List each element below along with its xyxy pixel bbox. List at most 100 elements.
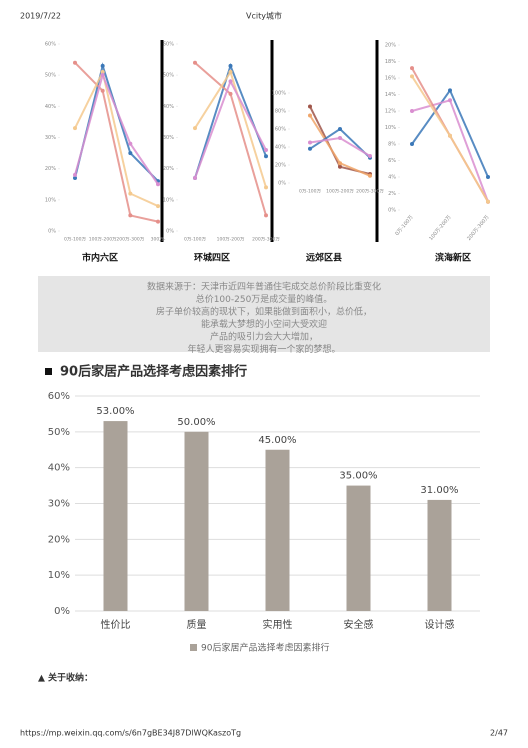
y-tick-label: 2%: [388, 191, 396, 197]
y-tick-label: 10%: [385, 125, 396, 131]
point: [308, 104, 312, 109]
point: [410, 66, 414, 71]
y-tick-label: 60%: [45, 42, 56, 48]
y-tick-label: 6%: [388, 158, 396, 164]
x-tick-label: 0万-100万: [184, 237, 207, 243]
print-title: Vcity城市: [246, 11, 282, 21]
y-tick-label: 20%: [163, 166, 174, 172]
note-line: 产品的吸引力会大大增加，: [210, 331, 318, 343]
point: [368, 173, 372, 178]
note-line: 能承载大梦想的小空间大受欢迎: [201, 318, 327, 330]
point: [193, 176, 197, 181]
point: [100, 73, 105, 78]
x-tick-label: 100万-200万: [326, 189, 354, 195]
y-tick-label: 60%: [275, 127, 286, 133]
x-tick-label: 200万-300万: [356, 189, 384, 195]
y-tick-label: 30%: [48, 499, 70, 510]
x-tick-label: 300万-: [151, 237, 166, 243]
y-tick-label: 60%: [48, 391, 70, 402]
y-tick-label: 16%: [385, 76, 396, 82]
y-tick-label: 50%: [45, 73, 56, 79]
point: [448, 88, 452, 93]
y-tick-label: 30%: [163, 135, 174, 141]
bar: [103, 421, 128, 611]
y-tick-label: 10%: [45, 197, 56, 203]
point: [193, 126, 197, 131]
y-tick-label: 50%: [163, 73, 174, 79]
y-tick-label: 100%: [272, 91, 287, 97]
x-tick-label: 0万-100万: [64, 237, 87, 243]
point: [308, 140, 312, 145]
note-line: 数据来源于：天津市近四年普通住宅成交总价阶段比重变化: [147, 281, 381, 293]
y-tick-label: 10%: [48, 570, 70, 581]
note-line: 房子单价较高的现状下，如果能做到面积小，总价低，: [156, 306, 372, 318]
point: [264, 213, 268, 218]
y-tick-label: 40%: [48, 463, 70, 474]
point: [486, 199, 490, 204]
point: [193, 60, 197, 65]
point: [486, 175, 490, 179]
point: [410, 109, 414, 113]
point: [228, 79, 233, 84]
bar: [346, 485, 371, 611]
x-tick-label: 0万-100万: [299, 189, 322, 195]
point: [128, 213, 133, 218]
y-tick-label: 0%: [48, 229, 56, 235]
y-tick-label: 30%: [45, 135, 56, 141]
point: [448, 133, 452, 138]
y-tick-label: 20%: [48, 534, 70, 545]
point: [448, 98, 452, 103]
point: [100, 88, 105, 93]
x-tick-label: 质量: [187, 619, 207, 631]
y-tick-label: 4%: [388, 175, 396, 181]
x-tick-label: 设计感: [425, 618, 455, 631]
value-label: 53.00%: [96, 406, 134, 417]
point: [100, 70, 105, 75]
chart-title: 远郊区县: [306, 252, 342, 264]
y-tick-label: 0%: [166, 229, 174, 235]
y-tick-label: 14%: [385, 92, 396, 98]
line: [74, 69, 159, 207]
y-tick-label: 18%: [385, 59, 396, 65]
point: [128, 191, 133, 196]
bar: [184, 431, 209, 611]
point: [410, 74, 414, 79]
point: [156, 219, 160, 224]
point: [338, 164, 342, 169]
y-tick-label: 40%: [45, 104, 56, 110]
note-line: 年轻人更容易实现拥有一个家的梦想。: [187, 343, 340, 355]
y-tick-label: 40%: [275, 145, 286, 151]
y-tick-label: 0%: [278, 181, 286, 187]
point: [73, 126, 77, 131]
bar: [427, 499, 452, 611]
line: [74, 72, 159, 185]
y-tick-label: 20%: [275, 163, 286, 169]
y-tick-label: 0%: [388, 208, 396, 214]
y-tick-label: 20%: [45, 166, 56, 172]
line: [74, 61, 159, 223]
y-tick-label: 80%: [275, 109, 286, 115]
point: [338, 136, 342, 140]
point: [228, 70, 233, 75]
y-tick-label: 10%: [163, 197, 174, 203]
note-line: 总价100-250万是成交量的峰值。: [196, 293, 333, 305]
point: [228, 91, 233, 96]
point: [410, 142, 414, 146]
footer-url: https://mp.weixin.qq.com/s/6n7gBE34J87Dl…: [20, 729, 241, 738]
x-tick-label: 安全感: [344, 618, 374, 631]
point: [308, 113, 312, 118]
x-tick-label: 100万-200万: [89, 237, 117, 243]
y-tick-label: 40%: [163, 104, 174, 110]
point: [264, 185, 268, 190]
heading-marker: [45, 368, 52, 375]
y-tick-label: 60%: [163, 42, 174, 48]
x-tick-label: 100万-200万: [217, 237, 245, 243]
value-label: 50.00%: [177, 417, 215, 428]
point: [128, 141, 133, 146]
point: [368, 154, 372, 158]
value-label: 45.00%: [258, 435, 296, 446]
y-tick-label: 20%: [385, 43, 396, 49]
point: [128, 151, 133, 156]
chart-title: 滨海新区: [435, 252, 471, 264]
